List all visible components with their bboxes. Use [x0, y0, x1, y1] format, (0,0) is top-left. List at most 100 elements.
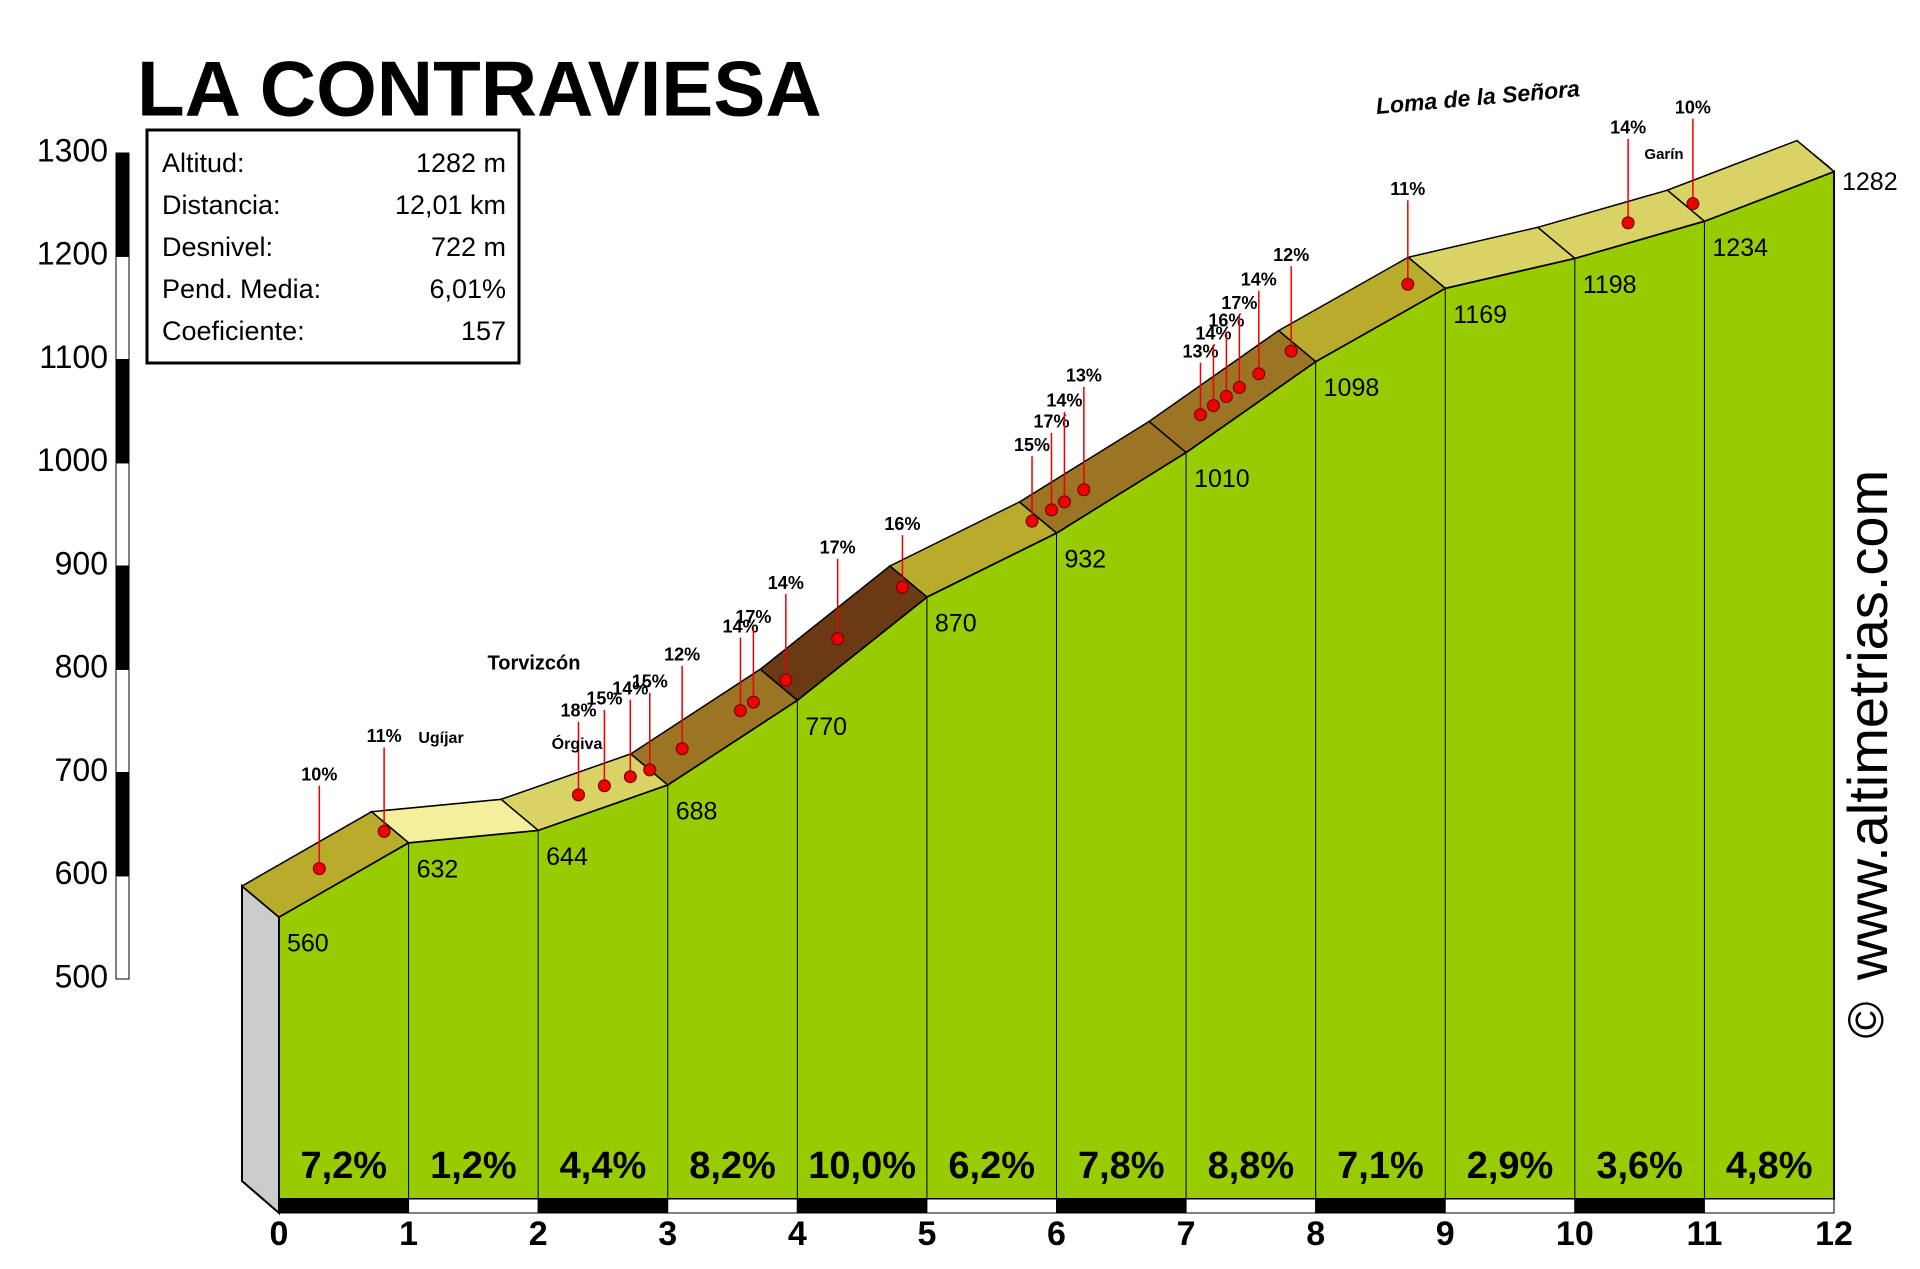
scale-band: [115, 152, 130, 257]
km-band: [1056, 1198, 1187, 1214]
x-tick-label: 5: [917, 1215, 936, 1253]
callout-dot: [1284, 344, 1298, 358]
callout-dot: [377, 824, 391, 838]
callout-dot: [1044, 503, 1058, 517]
info-label: Pend. Media:: [162, 274, 321, 304]
y-tick-label: 500: [55, 958, 108, 994]
y-tick-label: 1300: [37, 132, 108, 168]
elevation-label: 870: [935, 610, 977, 638]
km-band: [278, 1198, 410, 1214]
climb-label: 14%: [1241, 270, 1277, 290]
climb-label: 17%: [1033, 412, 1069, 432]
callout-dot: [312, 862, 326, 876]
callout-dot: [831, 632, 845, 646]
x-tick-label: 2: [529, 1215, 548, 1253]
info-label: Desnivel:: [162, 232, 273, 262]
km-band: [667, 1198, 798, 1214]
info-value: 12,01 km: [395, 190, 506, 220]
place-label: Garín: [1644, 146, 1683, 163]
elevation-label: 688: [676, 797, 718, 825]
callout-dot: [746, 695, 760, 709]
x-tick-label: 9: [1436, 1215, 1455, 1253]
x-tick-label: 10: [1556, 1215, 1594, 1253]
climb-label: 11%: [367, 726, 402, 746]
x-tick-label: 6: [1047, 1215, 1066, 1253]
scale-band: [115, 565, 130, 670]
climb-label: 14%: [768, 573, 804, 593]
gradient-label: 4,4%: [560, 1145, 647, 1187]
climb-label: 16%: [1208, 310, 1244, 330]
callout-dot: [1401, 277, 1415, 291]
callout-dot: [623, 770, 637, 784]
elevation-label: 1282: [1842, 168, 1898, 196]
km-band: [1703, 1198, 1835, 1214]
watermark-copyright: ©: [1838, 1001, 1894, 1038]
climb-label: 14%: [612, 678, 648, 698]
gradient-label: 8,8%: [1208, 1145, 1295, 1187]
x-tick-label: 7: [1177, 1215, 1196, 1253]
climb-label: 15%: [586, 689, 622, 709]
climb-label: 14%: [1610, 118, 1646, 138]
elevation-label: 932: [1065, 546, 1107, 574]
callout-dot: [733, 704, 747, 718]
gradient-label: 10,0%: [808, 1145, 916, 1187]
info-label: Coeficiente:: [162, 316, 305, 346]
callout-dot: [779, 673, 793, 687]
climb-label: 14%: [1195, 323, 1231, 343]
elevation-label: 1098: [1324, 374, 1380, 402]
y-tick-label: 1100: [39, 339, 108, 375]
y-tick-label: 900: [55, 545, 108, 581]
callout-dot: [571, 788, 585, 802]
x-tick-label: 1: [399, 1215, 418, 1253]
info-rows: Altitud: 1282 m Distancia: 12,01 km Desnivel…: [162, 148, 506, 346]
callout-dot: [1193, 408, 1207, 422]
callout-dot: [1252, 367, 1266, 381]
callout-dot: [895, 580, 909, 594]
gradient-label: 8,2%: [689, 1145, 776, 1187]
place-label: Loma de la Señora: [1375, 75, 1581, 119]
info-label: Altitud:: [162, 148, 245, 178]
climb-label: 15%: [1014, 435, 1050, 455]
scale-band: [115, 668, 130, 773]
y-tick-label: 600: [55, 855, 108, 891]
km-band: [537, 1198, 669, 1214]
scale-band: [115, 875, 130, 980]
road-end: [1796, 140, 1835, 172]
elevation-label: 1234: [1712, 234, 1768, 262]
climb-label: 13%: [1182, 341, 1218, 361]
callout-dot: [643, 763, 657, 777]
callout-dot: [1621, 216, 1635, 230]
elevation-label: 632: [417, 855, 459, 883]
callout-dot: [1057, 495, 1071, 509]
chart-title: LA CONTRAVIESA: [137, 45, 822, 133]
place-label: Ugíjar: [418, 730, 463, 747]
x-tick-label: 11: [1686, 1215, 1722, 1253]
climb-label: 15%: [632, 672, 668, 692]
place-label: Órgiva: [552, 734, 603, 753]
elevation-label: 1010: [1194, 465, 1250, 493]
info-value: 722 m: [431, 232, 506, 262]
info-value: 157: [461, 316, 506, 346]
side-face: [241, 883, 280, 1216]
callout-dot: [1686, 197, 1700, 211]
x-tick-label: 3: [658, 1215, 677, 1253]
callout-dot: [1077, 483, 1091, 497]
gradient-label: 3,6%: [1596, 1145, 1683, 1187]
callout-dot: [675, 742, 689, 756]
climb-label: 14%: [1046, 391, 1082, 411]
scale-band: [115, 359, 130, 464]
x-tick-label: 4: [788, 1215, 807, 1253]
gradient-label: 2,9%: [1467, 1145, 1554, 1187]
callout-dot: [1219, 390, 1233, 404]
elevation-label: 560: [287, 930, 329, 958]
climb-label: 10%: [301, 764, 337, 784]
scale-band: [115, 255, 130, 360]
info-value: 1282 m: [416, 148, 506, 178]
x-tick-label: 8: [1306, 1215, 1325, 1253]
info-box: [145, 128, 521, 365]
climb-label: 17%: [820, 538, 856, 558]
scale-band: [115, 772, 130, 877]
y-tick-label: 700: [55, 752, 108, 788]
km-band: [1185, 1198, 1317, 1214]
